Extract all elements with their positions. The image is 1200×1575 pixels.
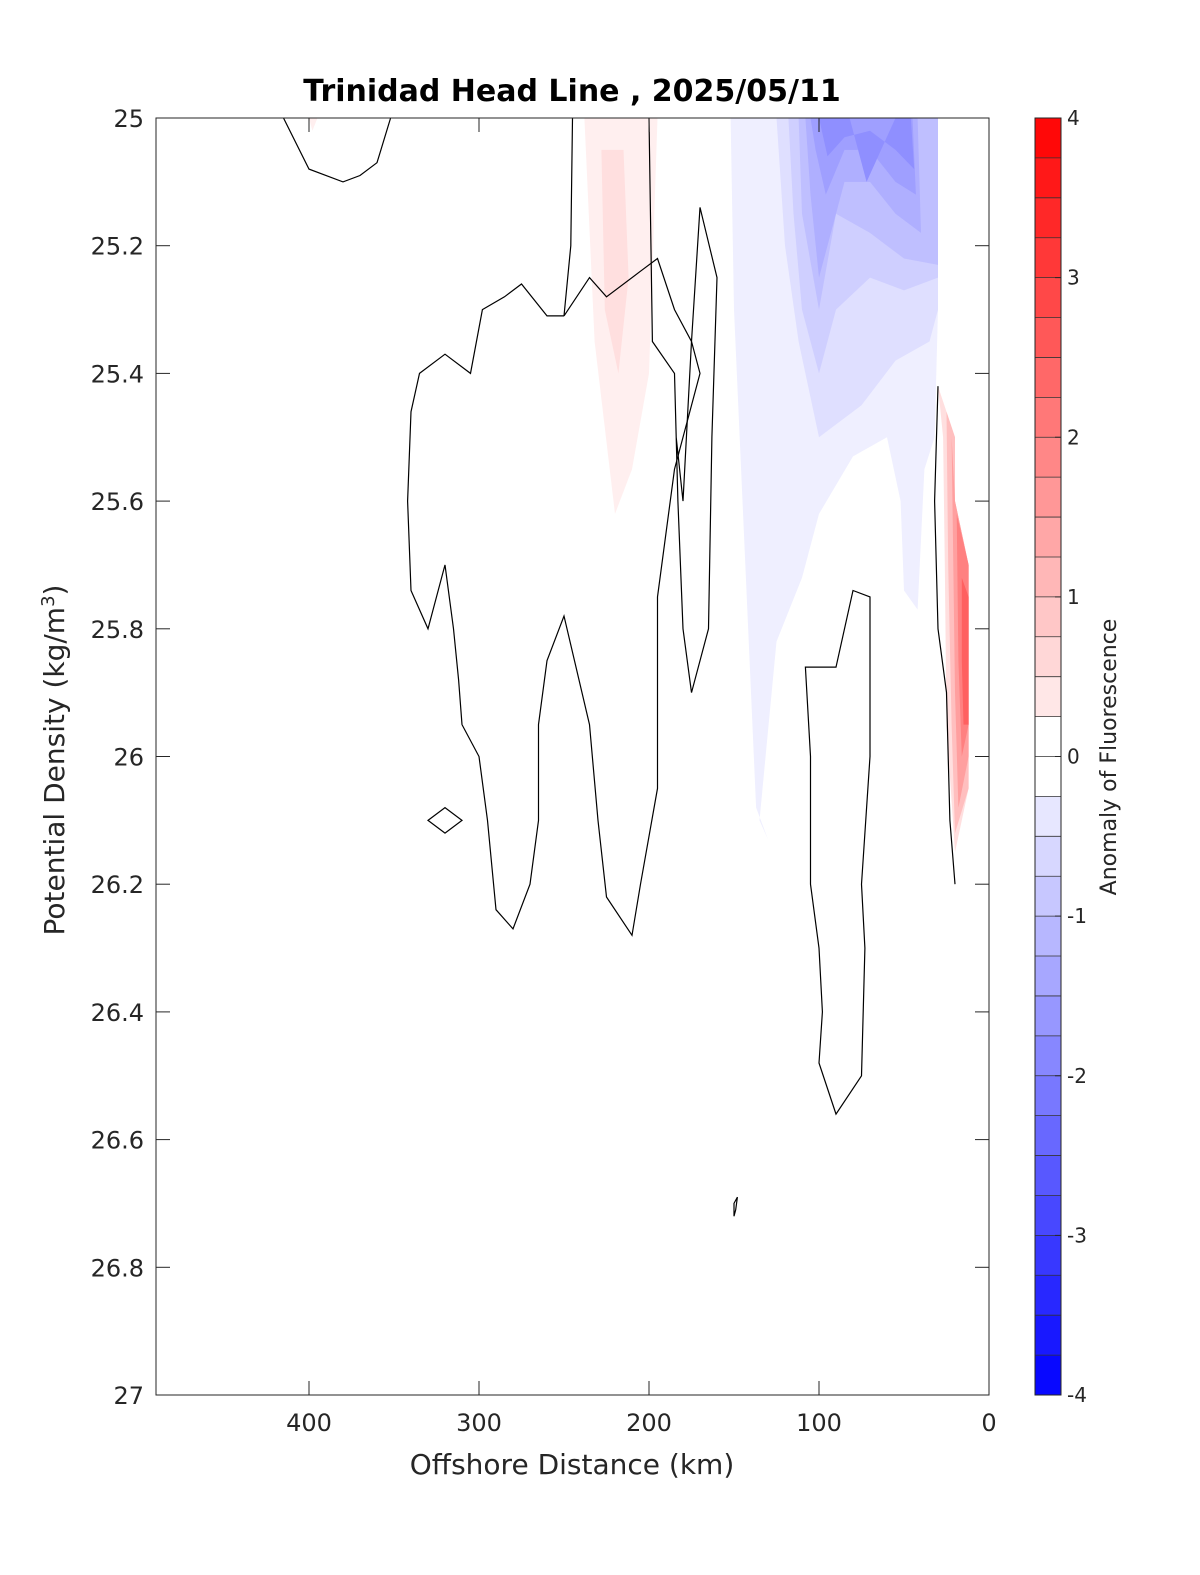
colorbar-label: Anomaly of Fluorescence xyxy=(1097,619,1122,896)
axis-ticks: 400 300 200 100 0 25 25.2 25.4 25.6 25.8 26 26.2 26.… xyxy=(91,105,997,1437)
colorbar: 4 3 2 1 0 -1 -2 -3 -4 xyxy=(1034,106,1087,1407)
y-tick-label: 25.6 xyxy=(91,488,144,516)
colorbar-step xyxy=(1035,636,1061,678)
colorbar-step xyxy=(1035,437,1061,478)
colorbar-step xyxy=(1035,1235,1061,1276)
y-tick-label: 26.8 xyxy=(91,1254,144,1282)
x-tick-label: 100 xyxy=(796,1409,842,1437)
colorbar-step xyxy=(1035,756,1061,797)
colorbar-tick-label: -4 xyxy=(1067,1383,1087,1407)
colorbar-step xyxy=(1035,716,1061,757)
colorbar-step xyxy=(1035,157,1061,199)
y-axis-label: Potential Density (kg/m3) xyxy=(38,585,71,936)
colorbar-step xyxy=(1035,477,1061,518)
colorbar-step xyxy=(1035,1155,1061,1196)
plot-area: 400 300 200 100 0 25 25.2 25.4 25.6 25.8 26 26.2 26.… xyxy=(91,105,997,1437)
contour-line xyxy=(282,117,392,183)
x-tick-label: 300 xyxy=(456,1409,502,1437)
colorbar-step xyxy=(1035,1075,1061,1117)
colorbar-tick-label: 2 xyxy=(1067,425,1080,449)
colorbar-steps xyxy=(1035,117,1061,1396)
y-tick-label: 27 xyxy=(113,1382,144,1410)
colorbar-tick-label: 1 xyxy=(1067,585,1080,609)
colorbar-step xyxy=(1035,317,1061,358)
colorbar-step xyxy=(1035,836,1061,877)
colorbar-step xyxy=(1035,916,1061,957)
colorbar-step xyxy=(1035,277,1061,319)
colorbar-step xyxy=(1035,676,1061,718)
colorbar-step xyxy=(1035,876,1061,917)
y-tick-label: 25.2 xyxy=(91,233,144,261)
colorbar-step xyxy=(1035,357,1061,398)
x-axis-label: Offshore Distance (km) xyxy=(410,1448,735,1481)
x-tick-label: 400 xyxy=(286,1409,332,1437)
anomaly-region xyxy=(309,118,318,131)
colorbar-step xyxy=(1035,237,1061,279)
colorbar-step xyxy=(1035,995,1061,1037)
contour-line xyxy=(426,806,464,834)
colorbar-step xyxy=(1035,197,1061,239)
y-tick-label: 26.4 xyxy=(91,999,144,1027)
filled-contours xyxy=(309,118,969,853)
colorbar-ticks: 4 3 2 1 0 -1 -2 -3 -4 xyxy=(1055,106,1087,1407)
contour-line xyxy=(733,1196,738,1217)
y-tick-label: 25 xyxy=(113,105,144,133)
colorbar-step xyxy=(1035,596,1061,638)
anomaly-region xyxy=(961,577,969,725)
colorbar-step xyxy=(1035,397,1061,438)
colorbar-step xyxy=(1035,796,1061,837)
anomaly-region xyxy=(601,149,629,374)
x-tick-label: 0 xyxy=(981,1409,996,1437)
colorbar-step xyxy=(1035,1315,1061,1356)
colorbar-step xyxy=(1035,1035,1061,1077)
colorbar-step xyxy=(1035,1355,1061,1396)
y-tick-label: 25.8 xyxy=(91,616,144,644)
colorbar-step xyxy=(1035,1275,1061,1316)
colorbar-tick-label: -2 xyxy=(1067,1064,1087,1088)
contour-line xyxy=(406,117,701,937)
contour-line xyxy=(804,589,871,1116)
colorbar-step xyxy=(1035,1195,1061,1236)
anomaly-region xyxy=(819,118,915,182)
contour-line xyxy=(648,117,718,693)
colorbar-tick-label: 3 xyxy=(1067,266,1080,290)
colorbar-step xyxy=(1035,517,1061,558)
x-tick-label: 200 xyxy=(626,1409,672,1437)
zero-contours xyxy=(282,117,956,1217)
chart-title: Trinidad Head Line , 2025/05/11 xyxy=(303,74,840,109)
colorbar-tick-label: 0 xyxy=(1067,745,1080,769)
colorbar-step xyxy=(1035,118,1061,159)
contour-line xyxy=(933,386,956,885)
y-tick-label: 26.2 xyxy=(91,871,144,899)
colorbar-tick-label: 4 xyxy=(1067,106,1080,130)
colorbar-step xyxy=(1035,556,1061,598)
y-tick-label: 26 xyxy=(113,744,144,772)
colorbar-step xyxy=(1035,1115,1061,1157)
colorbar-tick-label: -1 xyxy=(1067,904,1087,928)
colorbar-tick-label: -3 xyxy=(1067,1223,1087,1247)
y-tick-label: 25.4 xyxy=(91,360,144,388)
y-tick-label: 26.6 xyxy=(91,1127,144,1155)
colorbar-step xyxy=(1035,956,1061,997)
